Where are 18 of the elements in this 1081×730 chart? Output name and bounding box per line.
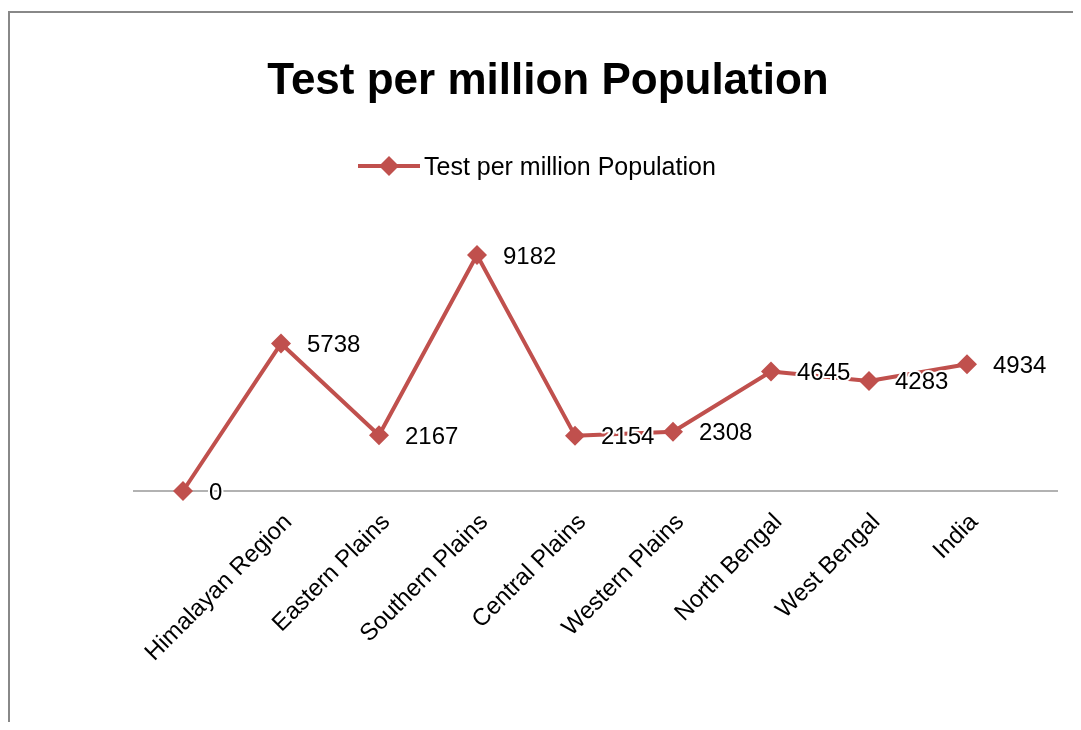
legend-label: Test per million Population: [424, 152, 716, 180]
data-label: 5738: [307, 330, 361, 358]
data-label: 9182: [503, 241, 557, 269]
point: [663, 421, 683, 442]
chart-title: Test per million Population: [267, 54, 829, 103]
point: [173, 481, 193, 501]
point: [369, 425, 389, 446]
data-label: 4283: [895, 367, 949, 395]
point: [957, 354, 977, 375]
point: [761, 361, 781, 382]
point: [565, 425, 585, 446]
data-label: 2308: [699, 418, 753, 446]
data-label: 2167: [405, 421, 459, 449]
point: [271, 333, 291, 354]
point: [467, 245, 487, 265]
data-label: 0: [209, 477, 223, 505]
point: [859, 370, 879, 391]
data-label: 4934: [993, 350, 1047, 378]
